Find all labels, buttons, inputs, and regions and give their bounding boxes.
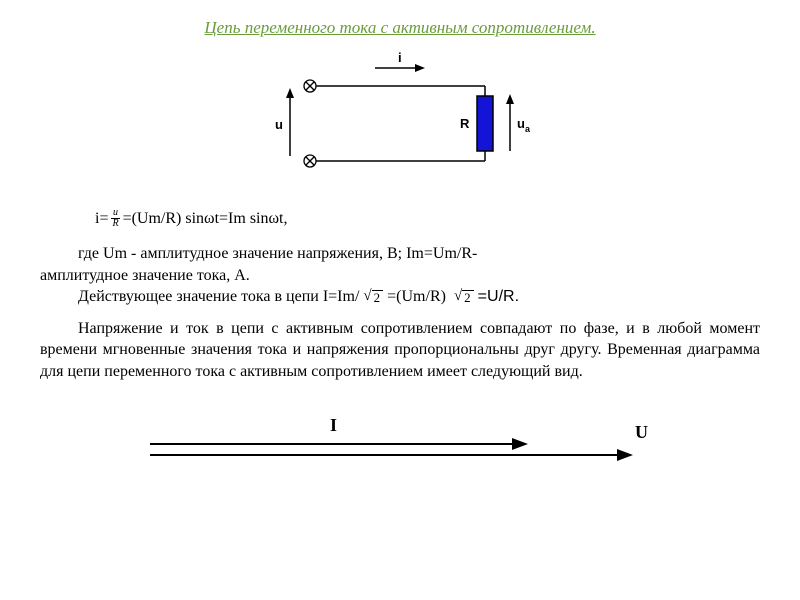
formula-fraction: u R: [110, 208, 120, 229]
label-u: u: [275, 117, 283, 132]
vector-U-label: U: [635, 422, 648, 442]
page-title: Цепь переменного тока с активным сопроти…: [40, 18, 760, 38]
sqrt-1: √2: [363, 289, 383, 304]
label-ua: ua: [517, 116, 531, 134]
formula-rest: =(Um/R) sinωt=Im sinωt,: [123, 210, 288, 228]
formula-prefix: i=: [95, 210, 108, 228]
para-phase: Напряжение и ток в цепи с активным сопро…: [40, 318, 760, 383]
formula: i= u R =(Um/R) sinωt=Im sinωt,: [95, 208, 760, 229]
rms-result: =U/R.: [478, 286, 519, 308]
circuit-diagram: i u R ua: [40, 46, 760, 186]
vector-diagram: I U: [40, 413, 760, 473]
rms-line: Действующее значение тока в цепи I=Im/ √…: [40, 286, 760, 308]
para-definitions: где Um - амплитудное значение напряжения…: [40, 243, 760, 308]
label-R: R: [460, 116, 470, 131]
label-i: i: [398, 50, 402, 65]
vector-I-label: I: [330, 415, 337, 435]
sqrt-2: √2: [454, 289, 474, 304]
